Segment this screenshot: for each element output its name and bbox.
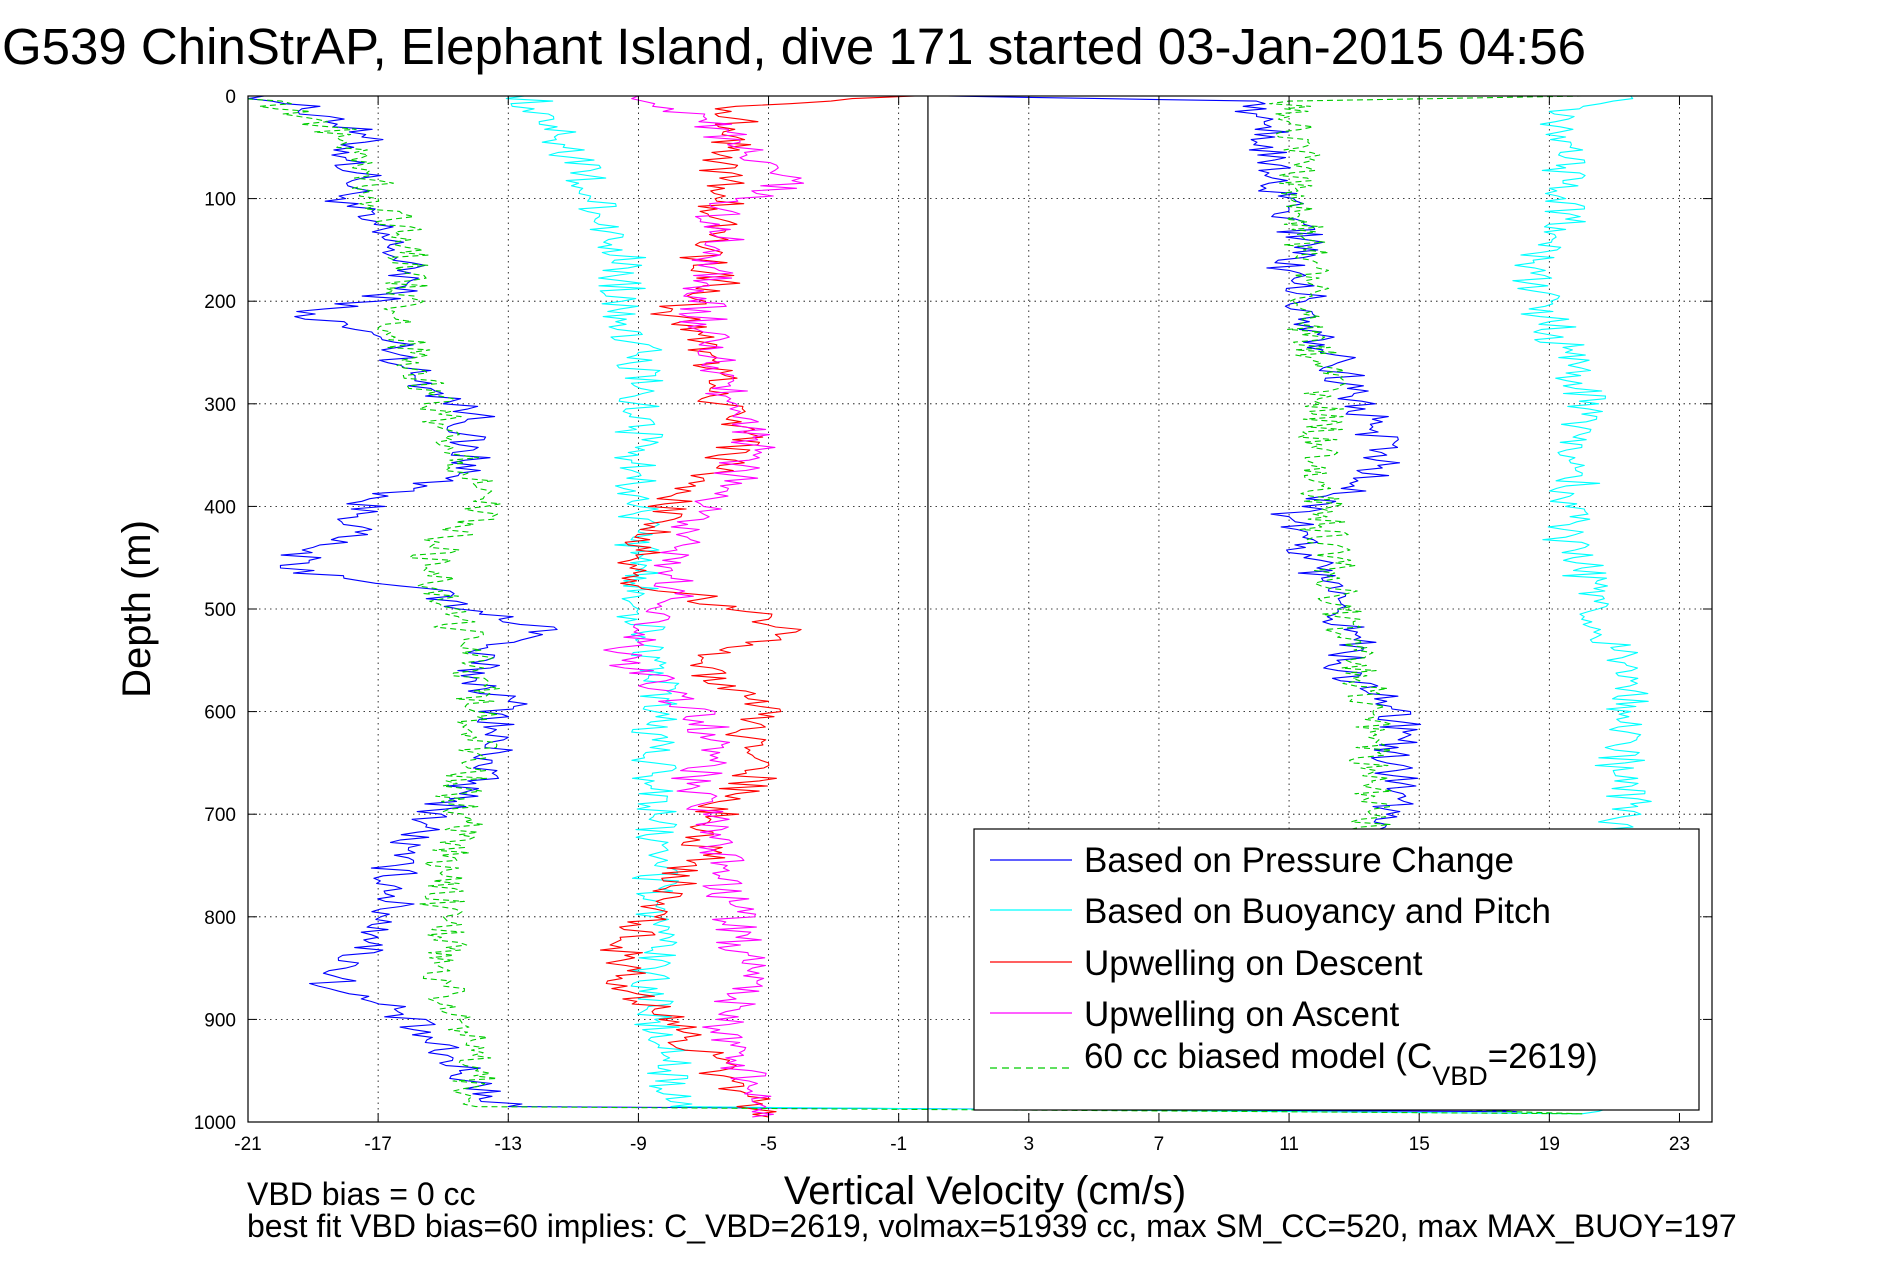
- x-tick-label: -9: [630, 1134, 647, 1155]
- x-tick-label: -17: [364, 1134, 391, 1155]
- y-tick-label: 1000: [194, 1113, 236, 1134]
- y-axis-label: Depth (m): [115, 520, 159, 698]
- x-axis-label: Vertical Velocity (cm/s): [784, 1169, 1186, 1213]
- legend-label: 60 cc biased model (CVBD=2619): [1084, 1037, 1598, 1091]
- x-tick-label: 11: [1279, 1134, 1299, 1155]
- legend-label: Upwelling on Ascent: [1084, 995, 1399, 1034]
- x-tick-label: 15: [1409, 1134, 1430, 1155]
- y-tick-label: 0: [225, 87, 236, 108]
- legend-label-subscript: VBD: [1432, 1061, 1488, 1091]
- series-line: [248, 96, 1583, 1115]
- y-tick-label: 300: [204, 395, 236, 416]
- series-lines: [248, 96, 1652, 1118]
- axis-ticks: -21 -17 -13 -9 -5 -1 3 7 11 15 19 23010020030040050…: [194, 87, 1712, 1155]
- legend-box: [973, 828, 1700, 1111]
- y-tick-label: 800: [204, 908, 236, 929]
- x-tick-label: 7: [1154, 1134, 1165, 1155]
- x-tick-label: 3: [1024, 1134, 1035, 1155]
- legend-label-suffix: =2619): [1488, 1037, 1598, 1076]
- x-tick-label: -1: [890, 1134, 907, 1155]
- y-tick-label: 600: [204, 703, 236, 724]
- y-tick-label: 500: [204, 600, 236, 621]
- y-tick-label: 700: [204, 805, 236, 826]
- y-tick-label: 400: [204, 497, 236, 518]
- legend-label: Upwelling on Descent: [1084, 944, 1423, 983]
- x-tick-label: 19: [1539, 1134, 1560, 1155]
- footer-line-1: VBD bias = 0 cc: [247, 1176, 476, 1212]
- x-tick-label: -21: [234, 1134, 261, 1155]
- x-tick-label: -13: [495, 1134, 522, 1155]
- footer-line-2: best fit VBD bias=60 implies: C_VBD=2619…: [247, 1208, 1737, 1244]
- legend-label: Based on Buoyancy and Pitch: [1084, 892, 1551, 931]
- y-tick-label: 100: [204, 190, 236, 211]
- x-tick-label: -5: [760, 1134, 777, 1155]
- y-tick-label: 200: [204, 292, 236, 313]
- legend-label: Based on Pressure Change: [1084, 841, 1514, 880]
- x-tick-label: 23: [1669, 1134, 1690, 1155]
- chart-title: G539 ChinStrAP, Elephant Island, dive 17…: [2, 18, 1586, 75]
- series-line: [603, 96, 805, 1118]
- series-line: [599, 96, 915, 1118]
- legend: Based on Pressure Change Based on Buoyan…: [973, 828, 1700, 1111]
- legend-label-prefix: 60 cc biased model (C: [1084, 1037, 1432, 1076]
- y-tick-label: 900: [204, 1010, 236, 1031]
